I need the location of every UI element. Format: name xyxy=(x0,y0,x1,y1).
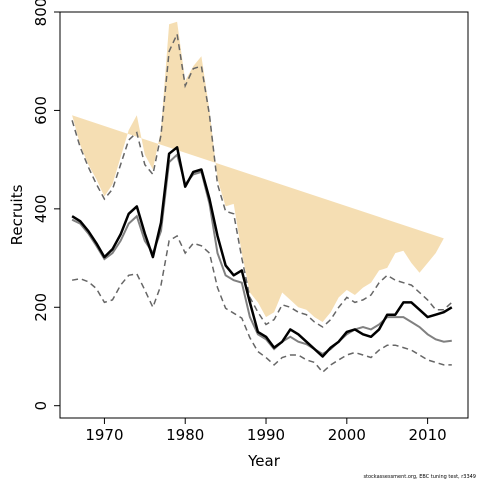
y-tick-label: 0 xyxy=(32,401,50,411)
x-tick-label: 2000 xyxy=(328,426,366,444)
x-tick-label: 1990 xyxy=(247,426,285,444)
y-tick-label: 800 xyxy=(32,0,50,26)
y-axis: 0 200 400 600 800 xyxy=(32,0,60,410)
y-tick-label: 400 xyxy=(32,195,50,224)
plot-area xyxy=(71,21,453,374)
y-tick-label: 600 xyxy=(32,96,50,125)
confidence-band xyxy=(72,21,444,323)
x-tick-label: 1970 xyxy=(85,426,123,444)
estimate-line xyxy=(71,146,453,358)
plot-frame xyxy=(59,11,469,419)
x-axis-title: Year xyxy=(247,452,281,470)
credit-note: stockassessment.org, EBC tuning test, r3… xyxy=(363,474,476,480)
y-axis-title: Recruits xyxy=(8,184,26,245)
x-tick-label: 1980 xyxy=(166,426,204,444)
upper-dashed-line xyxy=(71,31,453,328)
alternative-estimate-line xyxy=(71,152,452,356)
y-tick-label: 200 xyxy=(32,293,50,322)
x-axis: 1970 1980 1990 2000 2010 xyxy=(85,418,447,444)
x-tick-label: 2010 xyxy=(409,426,447,444)
lower-dashed-line xyxy=(71,234,452,374)
